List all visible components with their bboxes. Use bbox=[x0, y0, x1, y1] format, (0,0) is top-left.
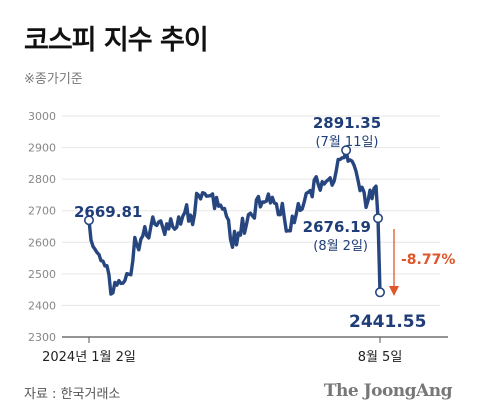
end-value-label: 2441.55 bbox=[349, 312, 426, 332]
prev-value-label: 2676.19 bbox=[303, 218, 371, 236]
x-tick-label-0: 2024년 1월 2일 bbox=[42, 350, 136, 365]
y-tick-label-2600: 2600 bbox=[28, 236, 56, 249]
y-tick-label-2800: 2800 bbox=[28, 173, 56, 186]
y-tick-label-2400: 2400 bbox=[28, 299, 56, 312]
prev-date-label: (8월 2일) bbox=[313, 239, 368, 254]
prev-point-marker bbox=[373, 213, 384, 224]
chart-subtitle: ※종가기준 bbox=[24, 72, 83, 87]
y-tick-label-2900: 2900 bbox=[28, 142, 56, 155]
gridlines bbox=[62, 115, 440, 338]
y-tick-label-2300: 2300 bbox=[28, 331, 56, 344]
y-tick-label-3000: 3000 bbox=[28, 110, 56, 123]
source-note: 자료 : 한국거래소 bbox=[24, 387, 121, 402]
change-arrow-head bbox=[389, 286, 399, 296]
start-value-label: 2669.81 bbox=[74, 203, 142, 221]
x-axis: 2024년 1월 2일 8월 5일 bbox=[42, 336, 448, 365]
change-label: -8.77% bbox=[401, 252, 455, 268]
series-line bbox=[87, 148, 382, 296]
y-axis: 2300 2400 2500 2600 2700 2800 2900 3000 bbox=[28, 110, 56, 344]
peak-date-label: (7월 11일) bbox=[315, 135, 378, 150]
peak-point-marker bbox=[341, 145, 352, 156]
markers bbox=[84, 145, 385, 298]
publisher-logo: The JoongAng bbox=[323, 381, 453, 401]
y-tick-label-2700: 2700 bbox=[28, 205, 56, 218]
x-tick-label-1: 8월 5일 bbox=[358, 350, 403, 365]
series-kospi bbox=[87, 148, 382, 296]
chart-title: 코스피 지수 추이 bbox=[24, 25, 209, 56]
end-point-marker bbox=[374, 287, 385, 298]
y-tick-label-2500: 2500 bbox=[28, 268, 56, 281]
start-point-marker bbox=[84, 215, 95, 226]
peak-value-label: 2891.35 bbox=[313, 114, 381, 132]
annotations: 2669.81 2891.35 (7월 11일) 2676.19 (8월 2일)… bbox=[74, 114, 455, 332]
